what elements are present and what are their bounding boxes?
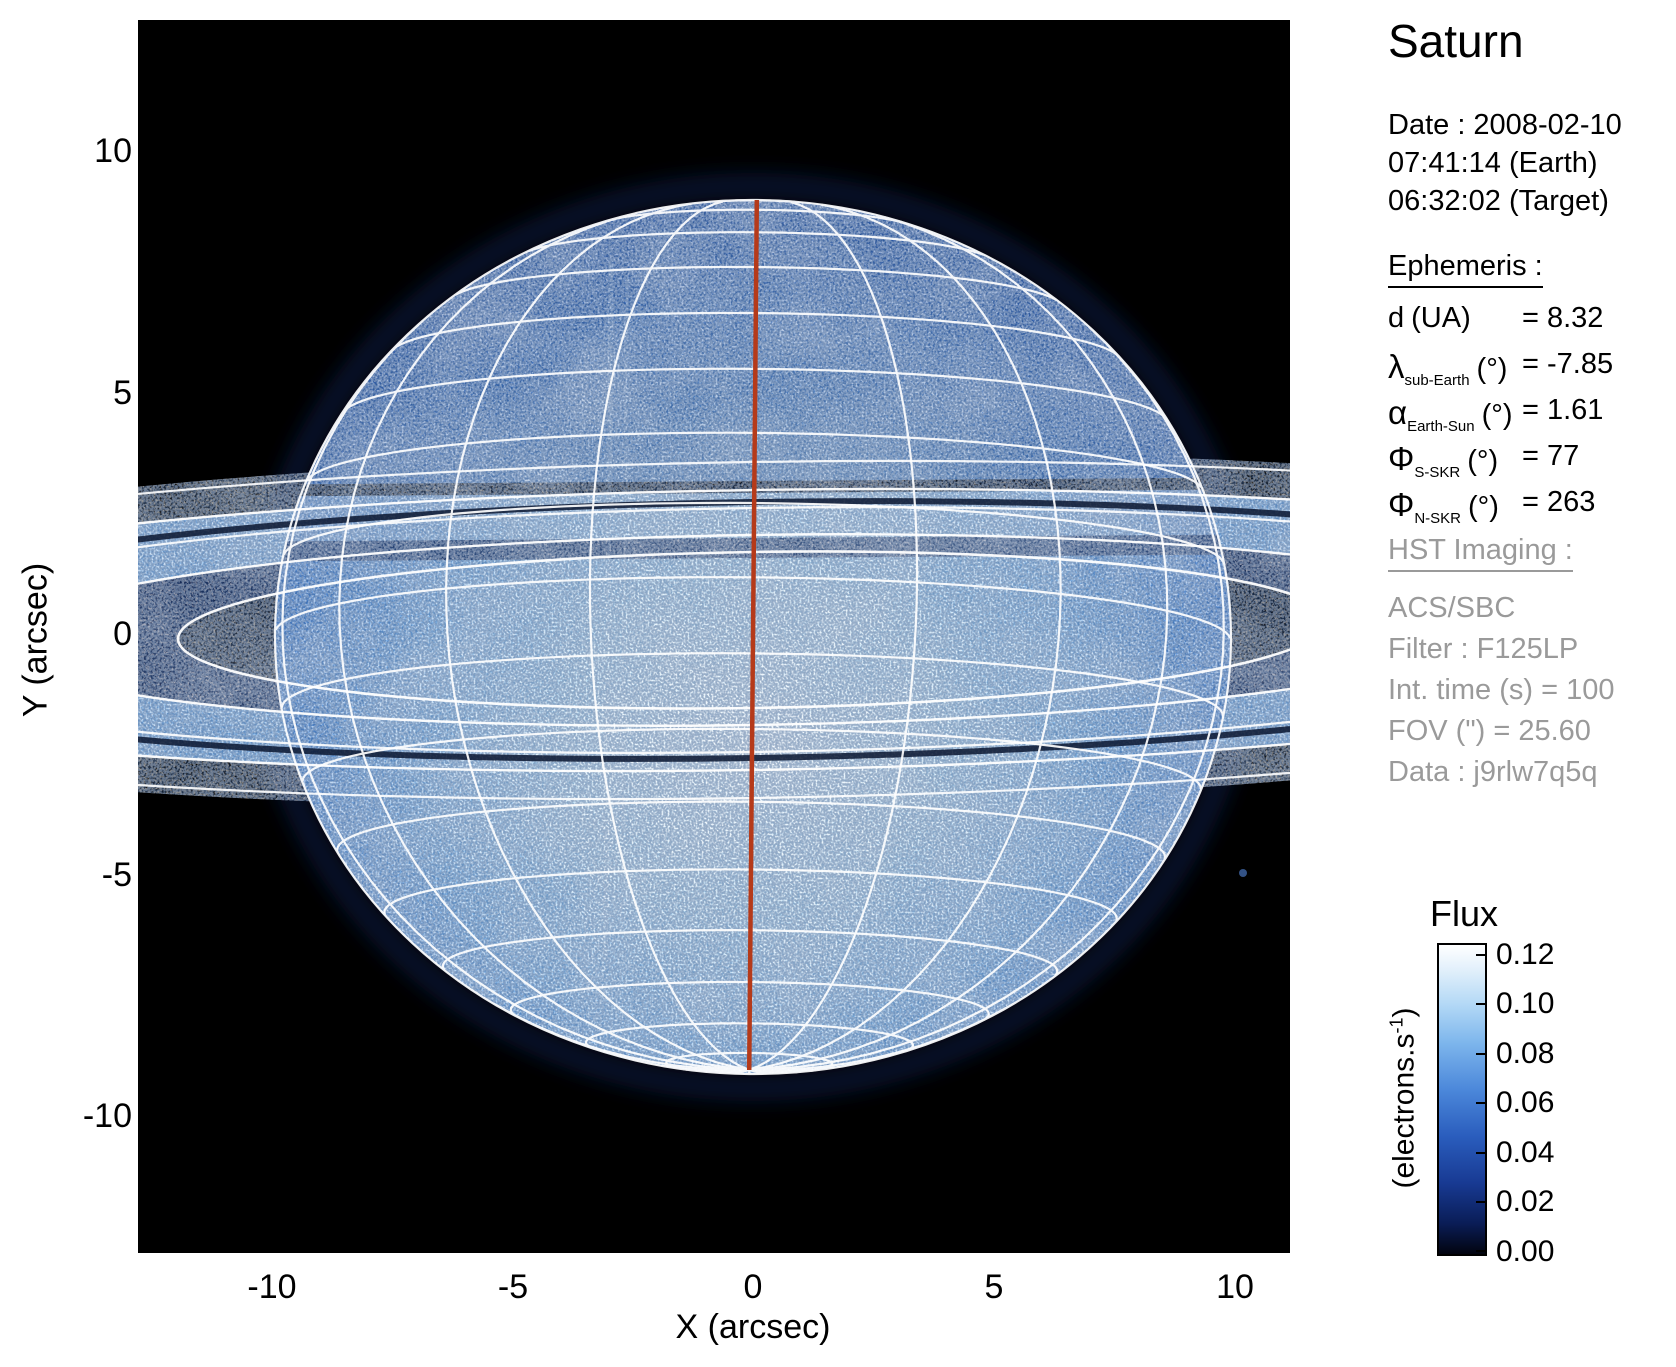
value: = 263 <box>1522 486 1596 518</box>
graticule-line <box>749 325 1225 1071</box>
hst-instrument: ACS/SBC <box>1388 592 1516 624</box>
unit: (°) <box>1476 353 1508 385</box>
unit: (UA) <box>1411 302 1471 334</box>
colorbar-tick: 0.12 <box>1496 938 1555 971</box>
y-axis-title: Y (arcsec) <box>16 562 55 718</box>
symbol-subscript: S-SKR <box>1414 463 1461 481</box>
info-sidebar: Saturn Date : 2008-02-10 07:41:14 (Earth… <box>1290 0 1676 1367</box>
x-tick-label: -10 <box>247 1268 297 1306</box>
central-meridian-line <box>746 199 760 1071</box>
graticule-line <box>281 319 750 1071</box>
unit-exponent: -1 <box>1386 1017 1407 1034</box>
value: = -7.85 <box>1522 348 1614 380</box>
hst-data-id: Data : j9rlw7q5q <box>1388 756 1598 788</box>
symbol: Φ <box>1388 440 1415 477</box>
unit: (°) <box>1481 399 1513 431</box>
time-earth: 07:41:14 (Earth) <box>1388 147 1598 179</box>
graticule-line <box>748 201 919 1071</box>
ephemeris-heading: Ephemeris : <box>1388 250 1543 288</box>
colorbar-tick: 0.00 <box>1496 1235 1555 1268</box>
x-tick-label: 5 <box>984 1268 1004 1306</box>
x-tick-label: 0 <box>743 1268 763 1306</box>
colorbar-tick: 0.02 <box>1496 1185 1555 1218</box>
hst-heading: HST Imaging : <box>1388 534 1573 572</box>
graticule-line <box>588 200 750 1071</box>
y-tick-label: 0 <box>113 615 132 653</box>
graticule-line <box>749 203 1062 1071</box>
latitude-longitude-graticule <box>273 198 1233 1076</box>
x-tick-label: 10 <box>1216 1268 1254 1306</box>
flux-colorbar <box>1437 943 1487 1256</box>
hst-int-time: Int. time (s) = 100 <box>1388 674 1615 706</box>
hst-imaging-block: HST Imaging : ACS/SBC Filter : F125LP In… <box>1388 534 1614 793</box>
ephemeris-row: λsub-Earth (°) = -7.85 <box>1388 348 1613 394</box>
y-tick-label: 5 <box>113 374 132 412</box>
unit: (°) <box>1468 491 1499 523</box>
y-tick-label: 10 <box>94 132 132 170</box>
colorbar-title: Flux <box>1430 893 1499 934</box>
symbol: d <box>1388 302 1405 334</box>
value: = 1.61 <box>1522 394 1604 426</box>
value: = 8.32 <box>1522 302 1604 334</box>
ephemeris-row: d (UA) = 8.32 <box>1388 302 1603 348</box>
faint-point-source <box>1239 869 1247 877</box>
y-tick-label: -10 <box>82 1097 132 1135</box>
hst-fov: FOV (") = 25.60 <box>1388 715 1591 747</box>
symbol: α <box>1388 394 1408 431</box>
colorbar-tick: 0.06 <box>1496 1086 1555 1119</box>
symbol-subscript: sub-Earth <box>1404 371 1470 389</box>
symbol-subscript: Earth-Sun <box>1407 417 1475 435</box>
x-tick-label: -5 <box>497 1268 529 1306</box>
colorbar-tick: 0.10 <box>1496 987 1555 1020</box>
ephemeris-row: ΦS-SKR (°) = 77 <box>1388 440 1579 486</box>
colorbar-unit-label: (electrons.s-1) <box>1387 1007 1422 1188</box>
symbol: Φ <box>1388 486 1415 523</box>
date-line: Date : 2008-02-10 <box>1388 109 1622 141</box>
page-title: Saturn <box>1388 15 1524 67</box>
ephemeris-block: Ephemeris : d (UA) = 8.32 λsub-Earth (°) = -… <box>1388 250 1613 532</box>
colorbar-tick: 0.08 <box>1496 1037 1555 1070</box>
unit-text: (electrons.s <box>1387 1033 1421 1189</box>
graticule-line <box>749 216 1169 1071</box>
x-axis-title: X (arcsec) <box>675 1308 831 1346</box>
hst-filter: Filter : F125LP <box>1388 633 1579 665</box>
graticule-line <box>445 202 750 1071</box>
symbol-subscript: N-SKR <box>1414 509 1462 527</box>
y-tick-label: -5 <box>101 856 132 894</box>
colorbar-tick: 0.04 <box>1496 1136 1555 1169</box>
saturn-image-plot <box>138 20 1290 1253</box>
unit: (°) <box>1467 445 1499 477</box>
observation-datetime: Date : 2008-02-10 07:41:14 (Earth) 06:32… <box>1388 106 1622 220</box>
time-target: 06:32:02 (Target) <box>1388 185 1609 217</box>
ephemeris-row: αEarth-Sun (°) = 1.61 <box>1388 394 1603 440</box>
graticule-line <box>338 213 750 1071</box>
symbol: λ <box>1388 348 1405 385</box>
unit-text: ) <box>1387 1007 1421 1018</box>
ephemeris-row: ΦN-SKR (°) = 263 <box>1388 486 1595 532</box>
value: = 77 <box>1522 440 1580 472</box>
